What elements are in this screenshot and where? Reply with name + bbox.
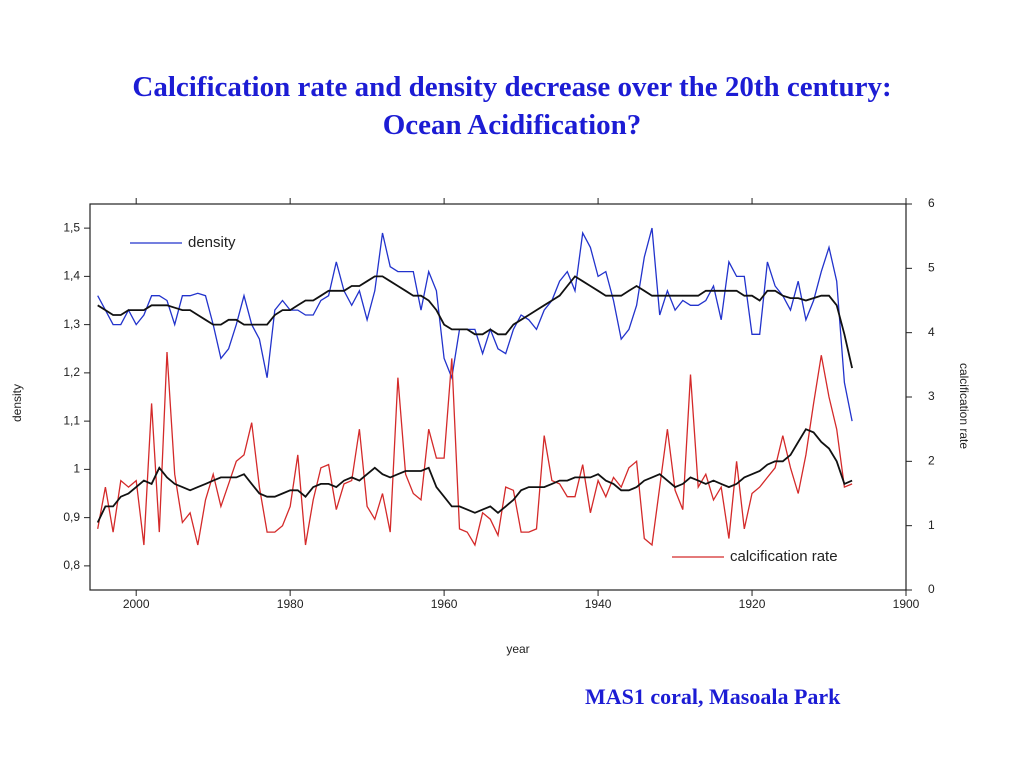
data-line [97,227,853,422]
y-tick-label: 1,2 [63,365,80,379]
title: Calcification rate and density decrease … [0,68,1024,144]
caption: MAS1 coral, Masoala Park [585,684,841,709]
y-tick-label: 1,1 [63,413,80,427]
x-tick-label: 2000 [123,597,150,611]
y-tick-label: 1,3 [63,317,80,331]
x-tick-label: 1920 [739,597,766,611]
smoothed-line [97,275,853,369]
y2-tick-label: 3 [928,389,935,403]
smoothed-line [96,428,853,523]
y-tick-label: 0,9 [63,510,80,524]
legend-label: density [188,234,236,251]
y-axis-label: density [10,384,24,422]
title-line: Calcification rate and density decrease … [132,71,892,103]
y2-tick-label: 6 [928,196,935,210]
y2-axis-label: calcification rate [957,363,971,449]
y-tick-label: 0,8 [63,558,80,572]
y-tick-label: 1,4 [63,269,80,283]
y2-tick-label: 5 [928,261,935,275]
x-axis-label: year [506,642,529,656]
y2-tick-label: 4 [928,325,935,339]
y-tick-label: 1,5 [63,220,80,234]
y2-tick-label: 2 [928,454,935,468]
y2-tick-label: 0 [928,582,935,596]
y-tick-label: 1 [73,462,80,476]
y2-tick-label: 1 [928,518,935,532]
x-tick-label: 1940 [585,597,612,611]
x-tick-label: 1960 [431,597,458,611]
x-tick-label: 1980 [277,597,304,611]
x-tick-label: 1900 [893,597,920,611]
legend-label: calcification rate [730,548,838,565]
data-line [97,351,853,547]
title-line: Ocean Acidification? [382,109,642,141]
